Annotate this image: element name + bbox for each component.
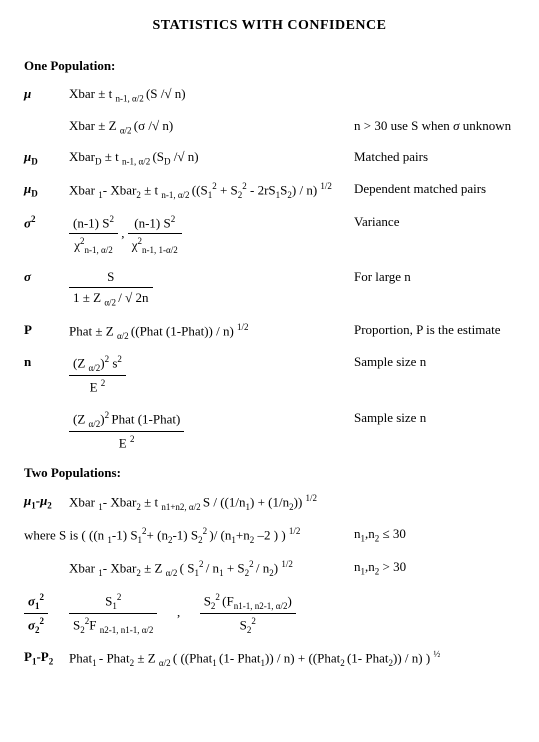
row-mu-t: μ Xbar ± t n-1, α/2 (S /√ n) [24, 86, 515, 104]
param-mu12: μ1-μ2 [24, 493, 69, 511]
row-muD-dep: μD Xbar 1- Xbar2 ± t n-1, α/2 ((S12 + S2… [24, 181, 515, 200]
section-one-pop: One Population: [24, 58, 515, 74]
note-mu-z: n > 30 use S when σ unknown [354, 118, 515, 134]
note-muD: Matched pairs [354, 149, 515, 165]
note-sigma: For large n [354, 269, 515, 285]
formula-sigma: S 1 ± Z α/2 / √ 2n [69, 269, 354, 308]
section-two-pop: Two Populations: [24, 465, 515, 481]
param-sigma: σ [24, 269, 69, 285]
row-mu12-t: μ1-μ2 Xbar 1- Xbar2 ± t n1+n2, α/2 S / (… [24, 493, 515, 512]
param-P12: P1-P2 [24, 649, 69, 667]
note-n1: Sample size n [354, 354, 515, 370]
row-sigma-ratio: σ12 σ22 S12 S22F n2-1, n1-1, α/2 , S22 (… [24, 592, 515, 635]
formula-whereS: where S is ( ((n 1-1) S12+ (n2-1) S22 )/… [24, 526, 354, 545]
note-variance: Variance [354, 214, 515, 230]
formula-muD: XbarD ± t n-1, α/2 (SD /√ n) [69, 149, 354, 167]
formula-sigma-ratio: S12 S22F n2-1, n1-1, α/2 , S22 (Fn1-1, n… [69, 592, 354, 635]
formula-mu12-z: Xbar 1- Xbar2 ± Z α/2 ( S12 / n1 + S22 /… [69, 559, 354, 578]
formula-P12: Phat1 - Phat2 ± Z α/2 ( ((Phat1 (1- Phat… [69, 649, 515, 668]
formula-n1: (Z α/2)2 s2 E 2 [69, 354, 354, 395]
row-P12: P1-P2 Phat1 - Phat2 ± Z α/2 ( ((Phat1 (1… [24, 649, 515, 668]
param-sigma-ratio: σ12 σ22 [24, 592, 69, 635]
row-muD: μD XbarD ± t n-1, α/2 (SD /√ n) Matched … [24, 149, 515, 167]
note-whereS: n1,n2 ≤ 30 [354, 526, 515, 544]
page-title: STATISTICS WITH CONFIDENCE [24, 18, 515, 34]
param-P: P [24, 322, 69, 338]
row-whereS: where S is ( ((n 1-1) S12+ (n2-1) S22 )/… [24, 526, 515, 545]
note-mu12-z: n1,n2 > 30 [354, 559, 515, 577]
row-n1: n (Z α/2)2 s2 E 2 Sample size n [24, 354, 515, 395]
row-variance: σ2 (n-1) S2 χ2n-1, α/2 , (n-1) S2 χ2n-1,… [24, 214, 515, 255]
formula-variance: (n-1) S2 χ2n-1, α/2 , (n-1) S2 χ2n-1, 1-… [69, 214, 354, 255]
row-sigma: σ S 1 ± Z α/2 / √ 2n For large n [24, 269, 515, 308]
formula-mu-t: Xbar ± t n-1, α/2 (S /√ n) [69, 86, 354, 104]
row-mu-z: Xbar ± Z α/2 (σ /√ n) n > 30 use S when … [24, 118, 515, 136]
param-muD2: μD [24, 181, 69, 199]
note-P: Proportion, P is the estimate [354, 322, 515, 338]
row-mu12-z: Xbar 1- Xbar2 ± Z α/2 ( S12 / n1 + S22 /… [24, 559, 515, 578]
formula-n2: (Z α/2)2 Phat (1-Phat) E 2 [69, 410, 354, 451]
param-sigma2: σ2 [24, 214, 69, 231]
formula-mu-z: Xbar ± Z α/2 (σ /√ n) [69, 118, 354, 136]
row-proportion: P Phat ± Z α/2 ((Phat (1-Phat)) / n) 1/2… [24, 322, 515, 341]
formula-P: Phat ± Z α/2 ((Phat (1-Phat)) / n) 1/2 [69, 322, 354, 341]
formula-muD-dep: Xbar 1- Xbar2 ± t n-1, α/2 ((S12 + S22 -… [69, 181, 354, 200]
param-muD: μD [24, 149, 69, 167]
formula-mu12-t: Xbar 1- Xbar2 ± t n1+n2, α/2 S / ((1/n1)… [69, 493, 515, 512]
note-muD-dep: Dependent matched pairs [354, 181, 515, 197]
row-n2: (Z α/2)2 Phat (1-Phat) E 2 Sample size n [24, 410, 515, 451]
note-n2: Sample size n [354, 410, 515, 426]
param-mu: μ [24, 86, 69, 102]
param-n: n [24, 354, 69, 370]
